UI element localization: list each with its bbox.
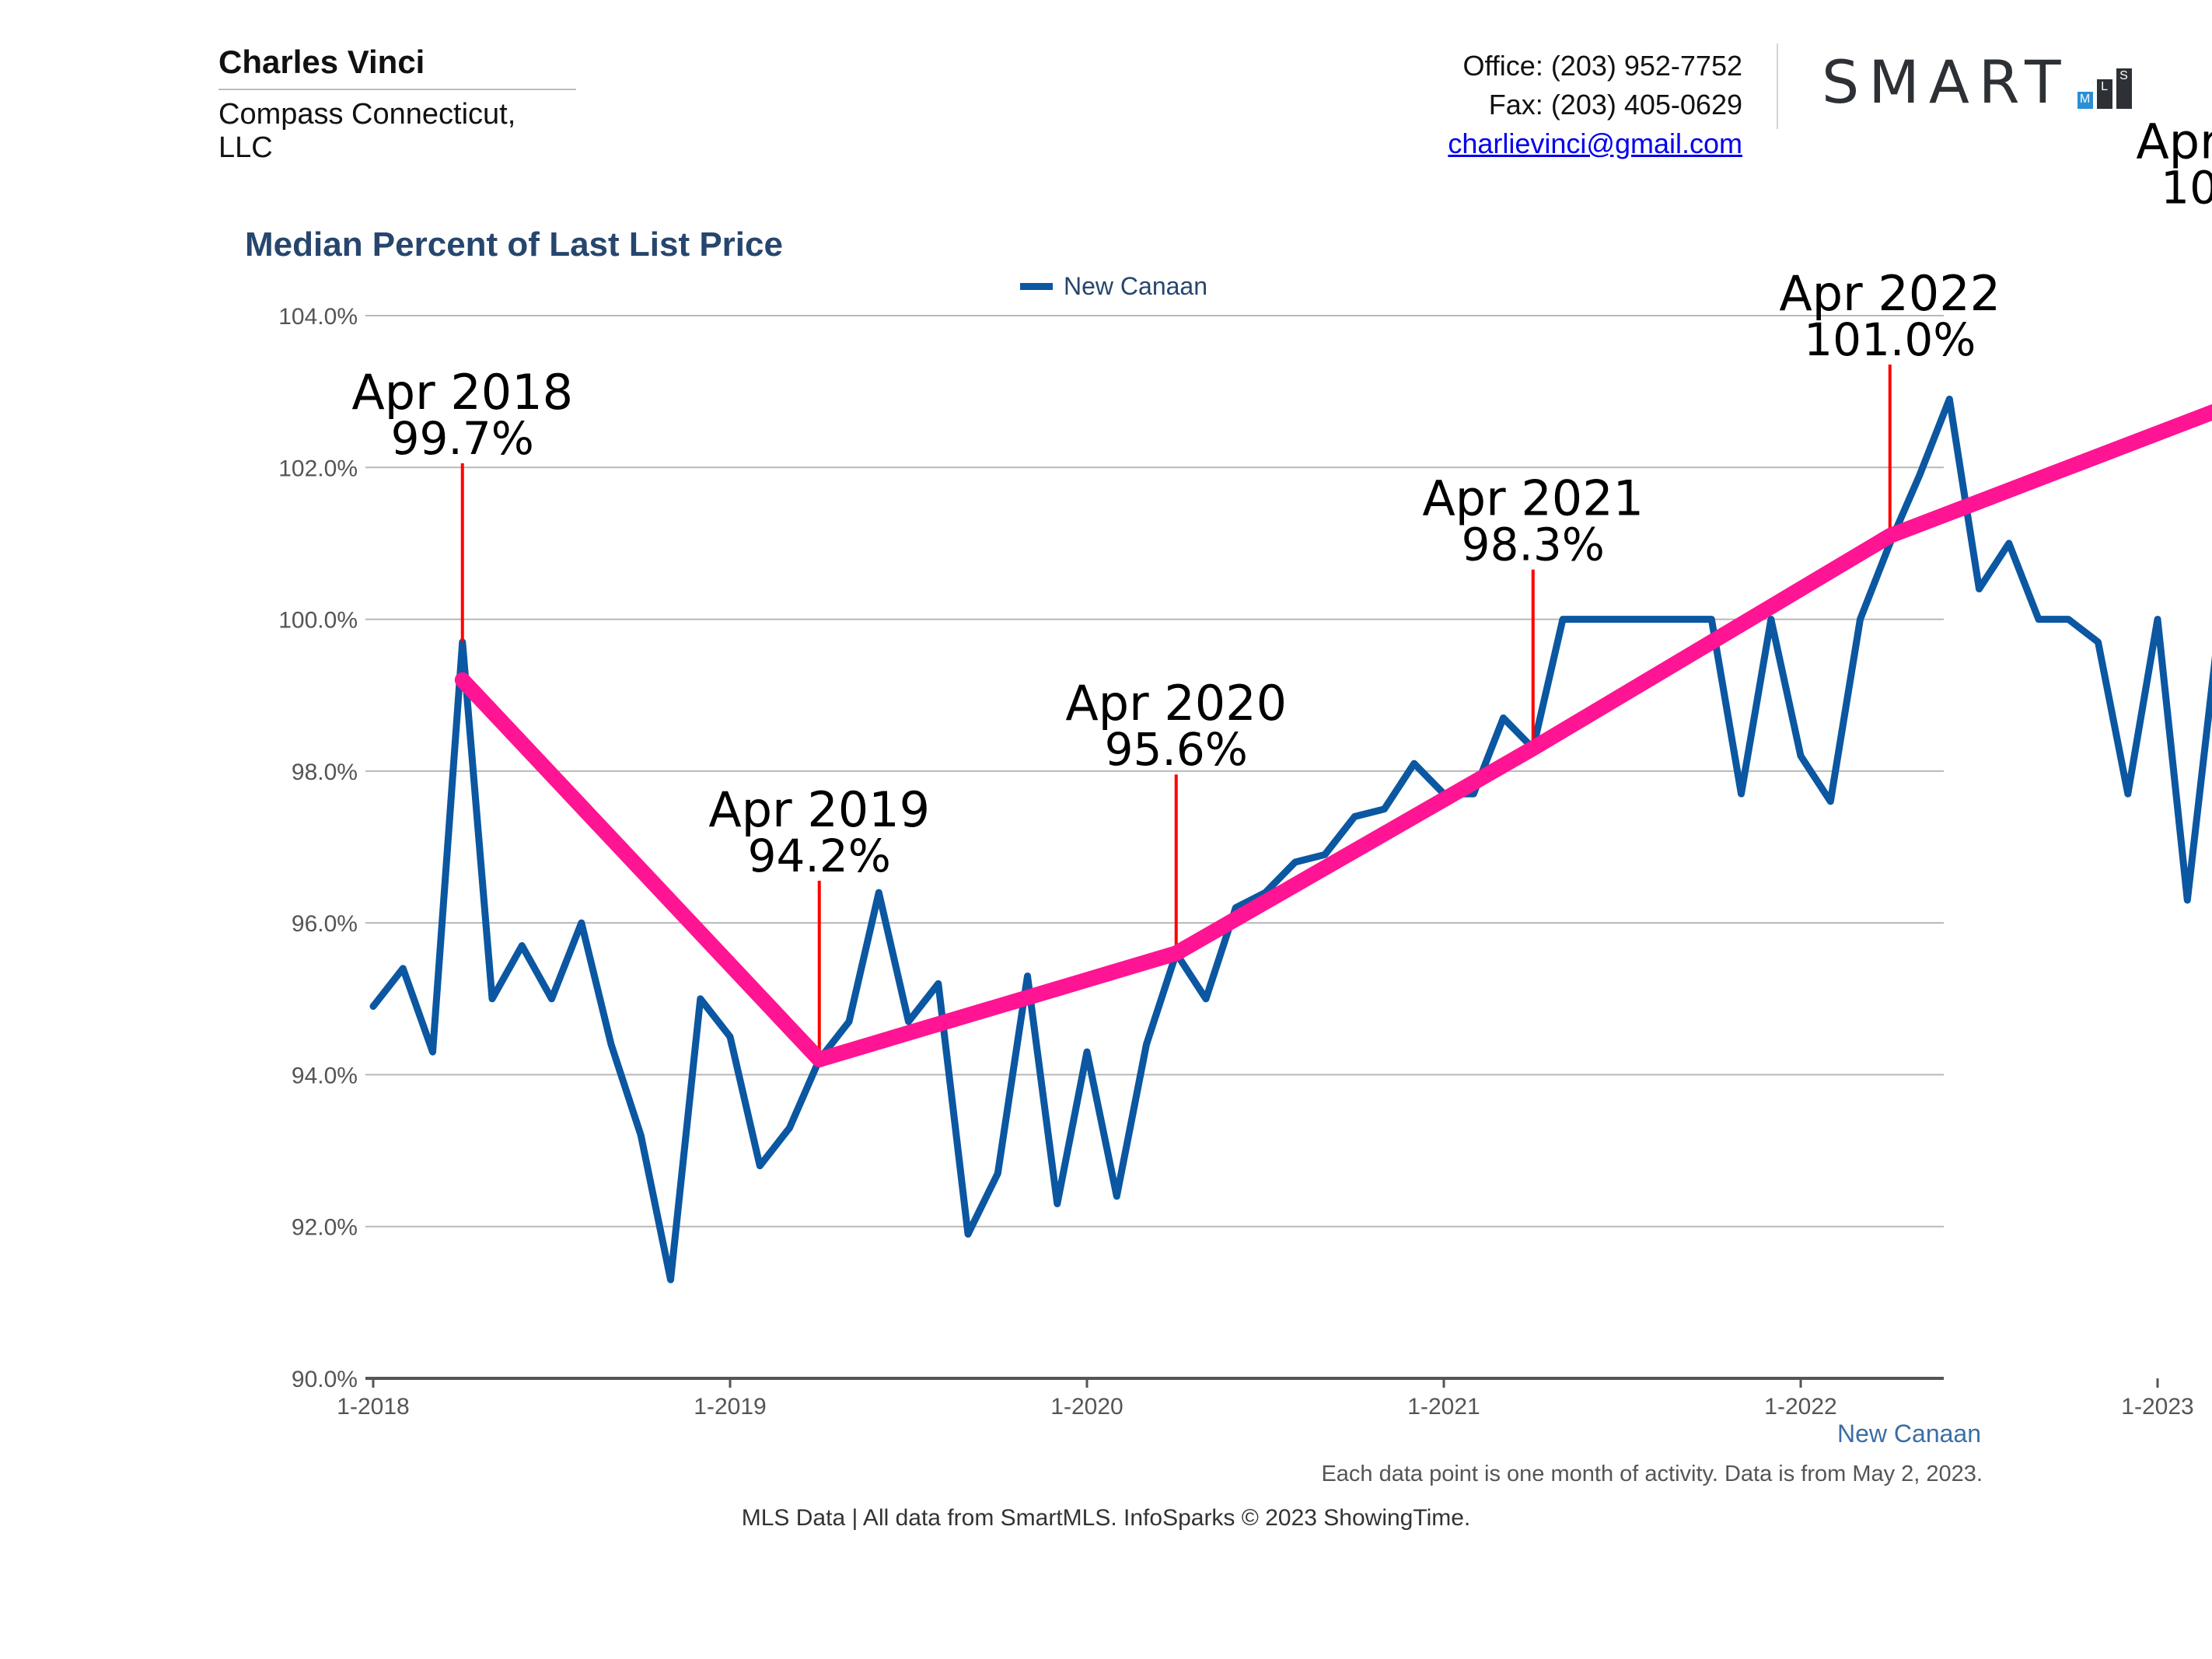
annotation-date: Apr 2020 bbox=[1065, 675, 1287, 732]
fax-number: Fax: (203) 405-0629 bbox=[1488, 89, 1742, 120]
office-phone: Office: (203) 952-7752 bbox=[1462, 50, 1742, 82]
annotation-value: 99.7% bbox=[391, 412, 534, 465]
y-tick-label: 100.0% bbox=[278, 608, 358, 634]
x-tick-label: 1-2022 bbox=[1764, 1394, 1836, 1420]
logo-bars: M L S bbox=[2074, 58, 2132, 109]
legend-swatch bbox=[1020, 283, 1053, 290]
annotation-value: 94.2% bbox=[748, 830, 891, 882]
chart-legend[interactable]: New Canaan bbox=[1020, 272, 1207, 301]
annotation-date: Apr 2022 bbox=[1779, 265, 2001, 322]
y-tick-label: 102.0% bbox=[278, 456, 358, 481]
trend-line bbox=[454, 403, 2212, 1067]
x-tick-label: 1-2020 bbox=[1050, 1394, 1123, 1420]
logo-bar-s: S bbox=[2116, 68, 2132, 109]
logo-bar-m: M bbox=[2077, 92, 2093, 109]
agent-firm: Compass Connecticut, LLC bbox=[218, 98, 516, 164]
x-tick-label: 1-2018 bbox=[337, 1394, 409, 1420]
y-tick-label: 98.0% bbox=[292, 760, 358, 785]
chart-title: Median Percent of Last List Price bbox=[245, 225, 783, 264]
footer-credit: MLS Data | All data from SmartMLS. InfoS… bbox=[741, 1505, 1471, 1531]
legend-label: New Canaan bbox=[1064, 272, 1207, 300]
annotation-value: 95.6% bbox=[1105, 723, 1248, 776]
annotation-date: Apr 2023 bbox=[2136, 114, 2212, 170]
x-tick-label: 1-2019 bbox=[694, 1394, 766, 1420]
y-tick-label: 92.0% bbox=[292, 1215, 358, 1241]
annotation-date: Apr 2021 bbox=[1422, 470, 1644, 527]
annotation-date: Apr 2018 bbox=[351, 364, 573, 421]
y-tick-label: 90.0% bbox=[292, 1367, 358, 1392]
y-tick-label: 96.0% bbox=[292, 911, 358, 937]
x-tick-label: 1-2021 bbox=[1407, 1394, 1480, 1420]
annotation-value: 101.0% bbox=[1804, 313, 1976, 366]
logo-bar-l: L bbox=[2096, 79, 2112, 109]
smart-mls-logo: SMART M L S bbox=[1822, 51, 2132, 114]
header-divider bbox=[1777, 44, 1778, 129]
annotation-value: 98.3% bbox=[1462, 519, 1605, 571]
data-note: Each data point is one month of activity… bbox=[1321, 1462, 1983, 1486]
agent-name: Charles Vinci bbox=[218, 44, 576, 90]
x-axis-label: New Canaan bbox=[1837, 1420, 1981, 1448]
x-tick-label: 1-2023 bbox=[2121, 1394, 2193, 1420]
annotation-date: Apr 2019 bbox=[708, 781, 930, 838]
email-link[interactable]: charlievinci@gmail.com bbox=[1448, 127, 1742, 159]
y-tick-label: 94.0% bbox=[292, 1063, 358, 1088]
logo-wordmark: SMART bbox=[1822, 47, 2070, 117]
contact-block: Office: (203) 952-7752 Fax: (203) 405-06… bbox=[1448, 47, 1742, 163]
annotation-value: 103.0% bbox=[2161, 162, 2212, 215]
agent-block: Charles Vinci Compass Connecticut, LLC bbox=[218, 44, 576, 165]
y-tick-label: 104.0% bbox=[278, 304, 358, 330]
series-line-new-canaan bbox=[369, 395, 2212, 1284]
